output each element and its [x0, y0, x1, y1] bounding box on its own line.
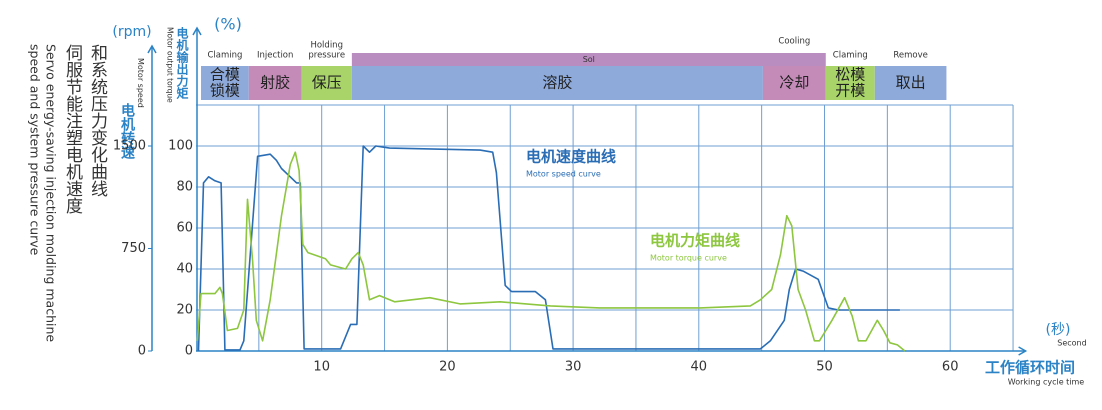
y2-unit: (rpm): [112, 24, 151, 40]
axis-arrow: [192, 26, 202, 36]
stage-label: 射胶: [260, 74, 290, 92]
legend-label-en: Motor torque curve: [650, 254, 727, 263]
x-tick-label: 20: [439, 360, 456, 375]
stage-box: [874, 66, 947, 100]
y2-tick-label: 750: [121, 241, 146, 256]
stage-top-label: Holding: [310, 41, 343, 51]
stage-top-label: Claming: [207, 51, 242, 61]
stage-box: [301, 66, 352, 100]
stage-label: 溶胶: [542, 74, 572, 92]
stage-top-label: Injection: [257, 51, 293, 61]
y-label: 电机输出力矩: [175, 27, 189, 99]
stage-box: [825, 66, 875, 100]
stage-box: [248, 66, 302, 100]
stage-box: [201, 66, 249, 100]
y-tick-label: 100: [168, 139, 193, 154]
stage-label: 开模: [835, 82, 865, 100]
y-tick-label: 80: [176, 180, 193, 195]
title-line: 伺服节能注塑电机速度: [62, 44, 82, 214]
y-label-en: Motor output torque: [165, 27, 175, 103]
y2-tick-label: 1500: [113, 139, 146, 154]
x-unit: (秒): [1046, 322, 1071, 338]
stage-band-label: Sol: [583, 55, 595, 64]
title-line: Servo energy-saving injection molding ma…: [43, 44, 59, 343]
axis-arrow: [1018, 346, 1028, 356]
x-label-en: Working cycle time: [1008, 378, 1085, 387]
x-label: 工作循环时间: [985, 359, 1075, 377]
series-line: [197, 145, 900, 352]
y2-tick-label: 0: [138, 344, 146, 359]
stage-label: 松模: [835, 66, 865, 84]
x-tick-label: 50: [816, 360, 833, 375]
legend-label: 电机速度曲线: [526, 148, 616, 166]
legend-label: 电机力矩曲线: [650, 232, 740, 250]
y-tick-label: 40: [176, 262, 193, 277]
stage-box: [351, 66, 763, 100]
y-tick-label: 60: [176, 221, 193, 236]
stage-box: [762, 66, 826, 100]
series-line: [196, 151, 906, 352]
stage-top-label: Claming: [833, 51, 868, 61]
x-unit-en: Second: [1057, 339, 1086, 348]
x-tick-label: 40: [691, 360, 708, 375]
y2-label-en: Motor speed: [136, 58, 145, 108]
x-tick-label: 30: [565, 360, 582, 375]
stage-top-label: Cooling: [778, 37, 810, 47]
stage-top-label: pressure: [308, 51, 345, 61]
x-tick-label: 60: [942, 360, 959, 375]
y-unit: (%): [214, 15, 242, 34]
stage-label: 取出: [896, 74, 926, 92]
stage-label: 锁模: [210, 82, 240, 100]
y-tick-label: 20: [176, 303, 193, 318]
title-line: speed and system pressure curve: [27, 44, 43, 256]
stage-label: 冷却: [779, 74, 809, 92]
stage-label: 合模: [210, 66, 240, 84]
axis-arrow: [147, 44, 157, 54]
y-tick-label: 0: [185, 344, 193, 359]
legend-label-en: Motor speed curve: [526, 170, 601, 179]
title-line: 和系统压力变化曲线: [87, 44, 107, 197]
stage-label: 保压: [312, 74, 342, 92]
stage-top-label: Remove: [893, 51, 928, 61]
y2-label: 电机转速: [119, 103, 135, 159]
x-tick-label: 10: [313, 360, 330, 375]
stage-band: [351, 53, 826, 66]
